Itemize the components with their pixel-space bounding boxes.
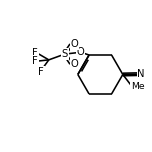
Text: Me: Me bbox=[131, 82, 144, 91]
Text: S: S bbox=[62, 49, 68, 59]
Text: O: O bbox=[71, 59, 78, 69]
Text: N: N bbox=[137, 69, 145, 79]
Text: F: F bbox=[32, 48, 38, 58]
Text: F: F bbox=[32, 56, 38, 66]
Text: O: O bbox=[77, 47, 85, 57]
Text: F: F bbox=[38, 67, 44, 77]
Text: O: O bbox=[71, 39, 78, 49]
